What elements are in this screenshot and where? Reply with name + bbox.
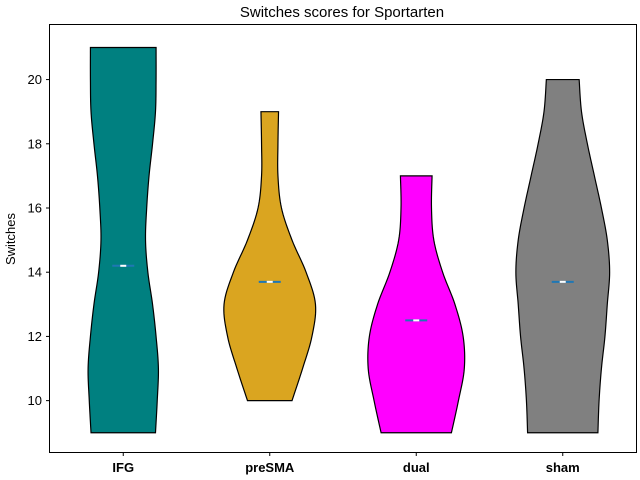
y-ticks: 10 12 14 16 18 20 bbox=[28, 72, 50, 408]
x-tick-label-ifg: IFG bbox=[112, 460, 134, 475]
violins-group bbox=[87, 46, 611, 434]
y-tick-label: 14 bbox=[28, 265, 42, 280]
violin-ifg bbox=[87, 46, 160, 434]
violin-presma bbox=[223, 111, 317, 402]
violin-dual bbox=[367, 175, 466, 434]
y-tick-label: 18 bbox=[28, 136, 42, 151]
plot-frame bbox=[49, 24, 637, 453]
y-tick-label: 12 bbox=[28, 329, 42, 344]
x-ticks: IFG preSMA dual sham bbox=[112, 452, 580, 475]
y-tick-label: 16 bbox=[28, 201, 42, 216]
x-tick-label-sham: sham bbox=[546, 460, 580, 475]
violin-sham bbox=[515, 78, 611, 434]
x-tick-label-presma: preSMA bbox=[245, 460, 295, 475]
x-tick-label-dual: dual bbox=[403, 460, 430, 475]
y-tick-label: 10 bbox=[28, 393, 42, 408]
chart-title: Switches scores for Sportarten bbox=[240, 4, 444, 21]
y-axis-label: Switches bbox=[3, 212, 18, 265]
y-tick-label: 20 bbox=[28, 72, 42, 87]
